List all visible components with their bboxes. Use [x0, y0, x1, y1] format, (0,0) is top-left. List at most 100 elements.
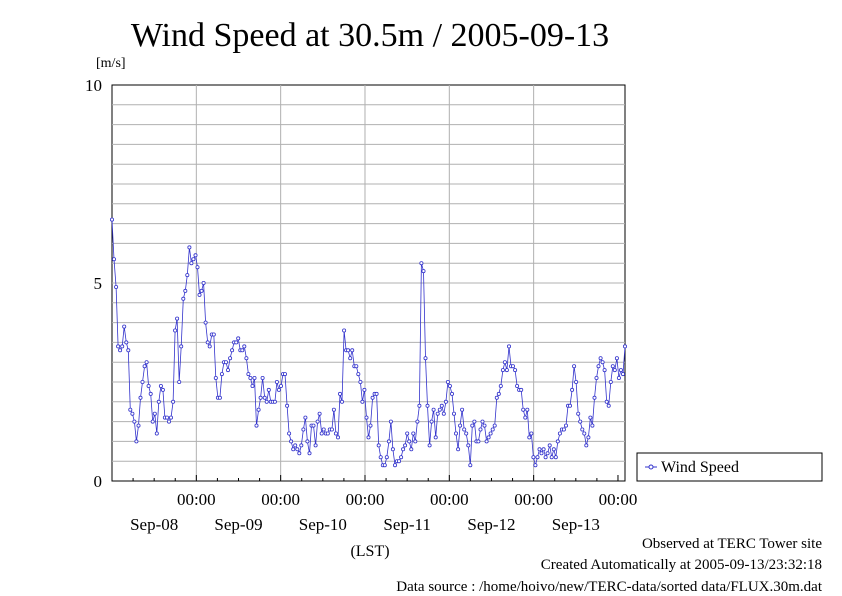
data-point: [464, 431, 469, 436]
data-point: [564, 423, 569, 428]
data-point: [606, 403, 611, 408]
data-point: [621, 372, 626, 377]
data-point: [411, 431, 416, 436]
data-point: [374, 391, 379, 396]
grid-lines: [111, 85, 625, 481]
data-point: [124, 340, 129, 345]
data-point: [168, 415, 173, 420]
data-point: [478, 427, 483, 432]
data-point: [441, 411, 446, 416]
data-point: [317, 411, 322, 416]
data-point: [164, 415, 169, 420]
data-point: [329, 427, 334, 432]
footer-created: Created Automatically at 2005-09-13/23:3…: [540, 557, 822, 573]
data-point: [370, 395, 375, 400]
data-point: [303, 415, 308, 420]
date-label: Sep-10: [299, 515, 347, 534]
data-point: [199, 288, 204, 293]
data-point: [451, 411, 456, 416]
data-point: [307, 451, 312, 456]
data-point: [539, 451, 544, 456]
data-point: [543, 455, 548, 460]
data-point: [541, 447, 546, 452]
y-tick-label: 5: [94, 274, 103, 293]
data-point: [443, 399, 448, 404]
data-point: [240, 348, 245, 353]
data-point: [533, 463, 538, 468]
data-point: [431, 407, 436, 412]
data-point: [399, 455, 404, 460]
chart-title: Wind Speed at 30.5m / 2005-09-13: [131, 17, 609, 54]
data-point: [348, 356, 353, 361]
data-point: [445, 379, 450, 384]
data-point: [480, 419, 485, 424]
data-point: [513, 368, 518, 373]
data-point: [427, 443, 432, 448]
data-point: [122, 324, 127, 329]
data-point: [128, 407, 133, 412]
data-point: [460, 407, 465, 412]
legend-label: Wind Speed: [661, 459, 739, 476]
y-tick-label: 0: [94, 472, 103, 491]
data-point: [612, 368, 617, 373]
data-point: [407, 439, 412, 444]
x-tick-label: 00:00: [514, 490, 553, 509]
series-wind-speed: [110, 217, 628, 468]
data-point: [110, 217, 115, 222]
data-point: [181, 296, 186, 301]
data-point: [476, 439, 481, 444]
data-point: [262, 395, 267, 400]
data-point: [421, 269, 426, 274]
data-point: [311, 423, 316, 428]
data-point: [396, 459, 401, 464]
data-point: [519, 387, 524, 392]
data-point: [319, 431, 324, 436]
data-point: [496, 391, 501, 396]
data-point: [423, 356, 428, 361]
data-point: [337, 391, 342, 396]
data-point: [551, 447, 556, 452]
data-point: [468, 463, 473, 468]
data-point: [586, 435, 591, 440]
data-point: [142, 364, 147, 369]
data-point: [197, 292, 202, 297]
data-point: [535, 455, 540, 460]
data-point: [570, 387, 575, 392]
data-point: [525, 407, 530, 412]
data-point: [166, 419, 171, 424]
data-point: [368, 423, 373, 428]
data-point: [506, 344, 511, 349]
data-point: [523, 415, 528, 420]
data-point: [236, 336, 241, 341]
data-point: [158, 383, 163, 388]
data-point: [130, 411, 135, 416]
data-point: [502, 360, 507, 365]
data-point: [417, 403, 422, 408]
data-point: [549, 455, 554, 460]
data-point: [150, 419, 155, 424]
data-point: [378, 455, 383, 460]
data-point: [553, 455, 558, 460]
data-point: [191, 257, 196, 262]
data-point: [144, 360, 149, 365]
x-tick-label: 00:00: [261, 490, 300, 509]
data-point: [392, 463, 397, 468]
data-point: [134, 439, 139, 444]
data-point: [223, 360, 228, 365]
data-point: [354, 364, 359, 369]
data-point: [388, 419, 393, 424]
data-point: [598, 356, 603, 361]
data-point: [390, 447, 395, 452]
data-point: [456, 447, 461, 452]
data-point: [466, 443, 471, 448]
x-axis-label: (LST): [350, 543, 389, 560]
data-point: [529, 431, 534, 436]
data-point: [419, 261, 424, 266]
data-point: [248, 375, 253, 380]
data-point: [382, 463, 387, 468]
data-point: [472, 419, 477, 424]
data-point: [331, 407, 336, 412]
date-label: Sep-08: [130, 515, 178, 534]
data-point: [386, 439, 391, 444]
